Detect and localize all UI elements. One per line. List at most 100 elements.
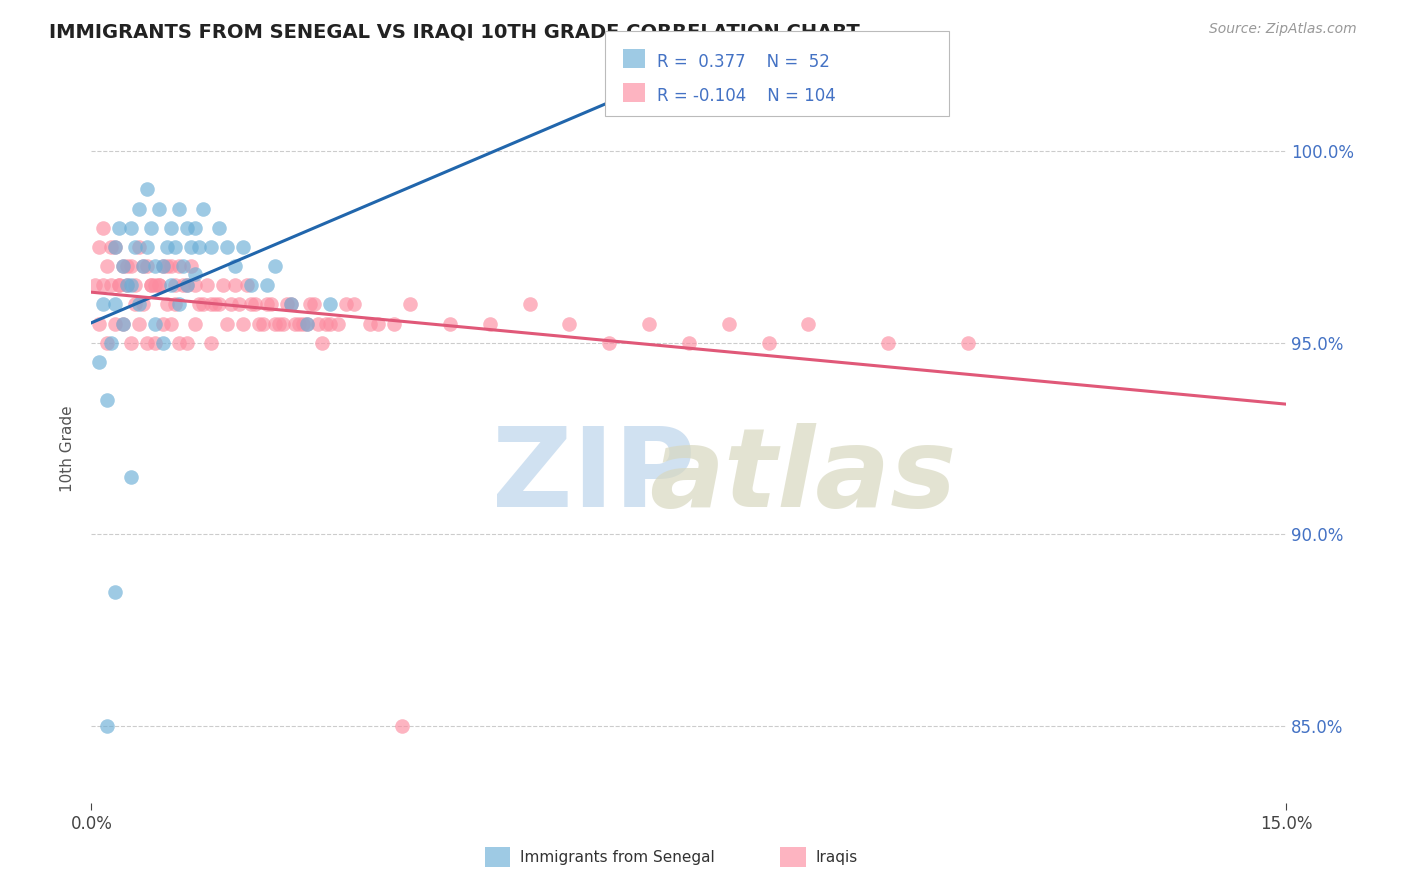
Point <box>141 278 162 293</box>
Point <box>141 278 162 293</box>
Y-axis label: 10th Grade: 10th Grade <box>60 405 76 491</box>
Point <box>96 335 118 350</box>
Point <box>167 297 190 311</box>
Point <box>191 202 214 216</box>
Point <box>172 259 194 273</box>
Point <box>112 259 135 273</box>
Point <box>228 297 250 311</box>
Point <box>367 317 389 331</box>
Point <box>256 297 278 311</box>
Point <box>204 297 226 311</box>
Point <box>148 202 170 216</box>
Point <box>100 240 122 254</box>
Point <box>104 240 127 254</box>
Point <box>287 317 309 331</box>
Point <box>176 278 198 293</box>
Point <box>172 278 194 293</box>
Point <box>180 240 202 254</box>
Point <box>136 259 159 273</box>
Point <box>132 259 155 273</box>
Point <box>180 259 202 273</box>
Point <box>128 317 150 331</box>
Point <box>136 182 159 196</box>
Point <box>239 278 262 293</box>
Point <box>89 240 111 254</box>
Point <box>112 259 135 273</box>
Point <box>96 719 118 733</box>
Point <box>163 297 186 311</box>
Point <box>200 335 222 350</box>
Point <box>391 719 413 733</box>
Point <box>152 259 174 273</box>
Point <box>156 297 179 311</box>
Point <box>124 278 146 293</box>
Point <box>259 297 281 311</box>
Point <box>328 317 350 331</box>
Point <box>115 278 138 293</box>
Point <box>163 240 186 254</box>
Point <box>120 259 142 273</box>
Point <box>478 317 501 331</box>
Point <box>717 317 740 331</box>
Point <box>295 317 318 331</box>
Point <box>104 297 127 311</box>
Point <box>160 317 183 331</box>
Text: ZIP: ZIP <box>492 423 695 530</box>
Text: Source: ZipAtlas.com: Source: ZipAtlas.com <box>1209 22 1357 37</box>
Point <box>208 297 231 311</box>
Point <box>195 278 218 293</box>
Point <box>184 220 207 235</box>
Point <box>143 335 166 350</box>
Point <box>256 278 278 293</box>
Point <box>93 297 114 311</box>
Point <box>252 317 274 331</box>
Point <box>124 240 146 254</box>
Point <box>108 220 131 235</box>
Point <box>108 278 131 293</box>
Text: atlas: atlas <box>648 423 956 530</box>
Point <box>152 259 174 273</box>
Point <box>136 335 159 350</box>
Point <box>283 317 307 331</box>
Point <box>148 278 170 293</box>
Point <box>311 335 333 350</box>
Point <box>638 317 661 331</box>
Point <box>280 297 302 311</box>
Point <box>132 259 155 273</box>
Point <box>141 220 162 235</box>
Point <box>315 317 337 331</box>
Point <box>307 317 329 331</box>
Text: IMMIGRANTS FROM SENEGAL VS IRAQI 10TH GRADE CORRELATION CHART: IMMIGRANTS FROM SENEGAL VS IRAQI 10TH GR… <box>49 22 860 41</box>
Point <box>224 259 246 273</box>
Point <box>163 278 186 293</box>
Point <box>152 335 174 350</box>
Point <box>299 297 322 311</box>
Point <box>160 278 183 293</box>
Point <box>89 317 111 331</box>
Point <box>335 297 357 311</box>
Point <box>148 278 170 293</box>
Point <box>93 278 114 293</box>
Point <box>797 317 820 331</box>
Point <box>558 317 581 331</box>
Point <box>439 317 461 331</box>
Point <box>184 267 207 281</box>
Point <box>167 202 190 216</box>
Point <box>124 297 146 311</box>
Point <box>211 278 233 293</box>
Point <box>267 317 290 331</box>
Point <box>877 335 900 350</box>
Point <box>219 297 242 311</box>
Point <box>382 317 405 331</box>
Point <box>184 317 207 331</box>
Text: R =  0.377    N =  52: R = 0.377 N = 52 <box>657 53 830 70</box>
Point <box>678 335 700 350</box>
Point <box>319 297 342 311</box>
Point <box>184 278 207 293</box>
Point <box>84 278 107 293</box>
Point <box>176 335 198 350</box>
Point <box>519 297 541 311</box>
Point <box>271 317 294 331</box>
Point <box>143 317 166 331</box>
Point <box>232 240 254 254</box>
